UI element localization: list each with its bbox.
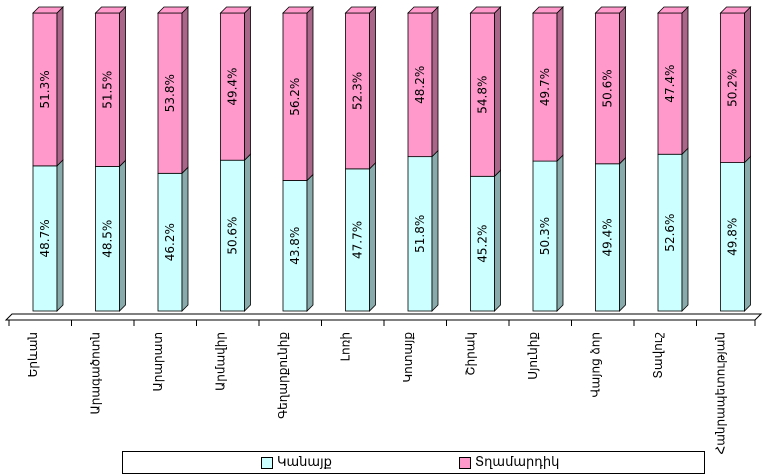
bar-women-1 <box>95 166 120 312</box>
data-label-women-11: 49.8% <box>726 218 740 256</box>
bar-men-8 <box>532 12 558 162</box>
category-label-2: Արարատ <box>151 332 165 391</box>
bar-men-side-0 <box>56 6 64 167</box>
bar-top-10 <box>657 6 689 14</box>
data-label-men-3: 49.4% <box>226 68 240 106</box>
bar-men-side-8 <box>556 6 564 163</box>
legend-label-women: Կանայք <box>277 455 332 470</box>
bar-men-side-10 <box>681 6 689 156</box>
bar-women-8 <box>532 160 558 312</box>
bar-women-side-11 <box>744 155 751 312</box>
bar-women-5 <box>345 168 370 312</box>
legend-swatch-women <box>261 456 273 469</box>
category-label-6: Կոտայք <box>401 332 415 383</box>
bar-women-side-6 <box>431 149 439 312</box>
data-label-women-4: 43.8% <box>288 227 302 265</box>
bar-women-2 <box>157 172 183 312</box>
bar-women-side-10 <box>681 147 689 312</box>
bar-top-2 <box>157 6 189 14</box>
bar-top-9 <box>594 6 627 14</box>
bar-women-side-1 <box>119 159 126 312</box>
bar-women-side-3 <box>244 153 251 312</box>
legend-swatch-men <box>459 456 471 469</box>
bar-women-11 <box>720 162 745 312</box>
data-label-men-4: 56.2% <box>288 78 302 116</box>
data-label-women-6: 51.8% <box>413 215 427 253</box>
legend-item-women: Կանայք <box>261 455 332 470</box>
bar-women-9 <box>595 163 620 312</box>
bar-men-side-6 <box>431 6 439 158</box>
bar-men-side-3 <box>244 6 251 162</box>
bar-men-side-9 <box>619 6 626 165</box>
bar-men-7 <box>470 12 495 177</box>
data-label-men-8: 49.7% <box>538 68 552 106</box>
bar-women-side-9 <box>619 156 626 312</box>
legend-item-men: Տղամարդիկ <box>459 455 559 470</box>
category-label-10: Տավուշ <box>651 332 665 379</box>
data-label-men-0: 51.3% <box>38 70 52 108</box>
category-label-8: Սյունիք <box>526 332 540 380</box>
category-label-11: Հանրապետության <box>714 332 728 454</box>
bar-women-side-0 <box>56 158 64 312</box>
data-label-women-10: 52.6% <box>663 214 677 252</box>
bar-women-side-5 <box>369 161 376 312</box>
bar-top-0 <box>32 6 64 14</box>
bar-women-7 <box>470 175 495 312</box>
bar-men-side-11 <box>744 6 751 164</box>
data-label-men-6: 48.2% <box>413 66 427 104</box>
category-label-1: Արագածոտն <box>89 332 103 414</box>
bar-women-side-4 <box>306 173 314 312</box>
data-label-women-7: 45.2% <box>476 225 490 263</box>
data-label-women-5: 47.7% <box>351 221 365 259</box>
bar-top-11 <box>719 6 752 14</box>
legend-label-men: Տղամարդիկ <box>475 455 560 470</box>
bar-top-5 <box>344 6 377 14</box>
bar-women-4 <box>282 180 308 312</box>
bar-men-5 <box>345 12 370 170</box>
category-label-9: Վայոց ձոր <box>589 332 603 398</box>
bar-women-side-7 <box>494 169 501 312</box>
data-label-women-1: 48.5% <box>101 220 115 258</box>
bar-men-0 <box>32 12 58 167</box>
data-label-women-3: 50.6% <box>226 217 240 255</box>
bar-women-side-2 <box>181 166 189 312</box>
data-label-women-8: 50.3% <box>538 217 552 255</box>
chart-floor <box>4 313 763 321</box>
data-label-women-2: 46.2% <box>163 223 177 261</box>
bar-top-1 <box>94 6 127 14</box>
bar-men-side-7 <box>494 6 501 178</box>
data-label-men-2: 53.8% <box>163 74 177 112</box>
category-label-7: Շիրակ <box>464 332 478 376</box>
chart-legend: Կանայք Տղամարդիկ <box>122 451 705 474</box>
data-label-men-7: 54.8% <box>476 76 490 114</box>
bar-women-6 <box>407 156 433 312</box>
bar-women-0 <box>32 165 58 312</box>
data-label-women-0: 48.7% <box>38 219 52 257</box>
bar-women-side-8 <box>556 154 564 312</box>
data-label-men-11: 50.2% <box>726 69 740 107</box>
bar-men-side-2 <box>181 6 189 175</box>
category-label-0: Երևան <box>26 332 40 377</box>
category-label-3: Արմավիր <box>214 332 228 391</box>
data-label-men-5: 52.3% <box>351 72 365 110</box>
category-label-5: Լոռի <box>339 332 353 361</box>
bar-men-side-1 <box>119 6 126 168</box>
data-label-men-1: 51.5% <box>101 71 115 109</box>
bar-top-4 <box>282 6 314 14</box>
bar-top-6 <box>407 6 439 14</box>
bar-men-side-4 <box>306 6 314 182</box>
bar-men-side-5 <box>369 6 376 170</box>
data-label-men-9: 50.6% <box>601 69 615 107</box>
bar-men-6 <box>407 12 433 158</box>
bar-top-3 <box>219 6 252 14</box>
data-label-men-10: 47.4% <box>663 65 677 103</box>
category-label-4: Գեղարքունիք <box>276 332 290 419</box>
data-label-women-9: 49.4% <box>601 218 615 256</box>
bar-top-7 <box>469 6 502 14</box>
bar-top-8 <box>532 6 564 14</box>
